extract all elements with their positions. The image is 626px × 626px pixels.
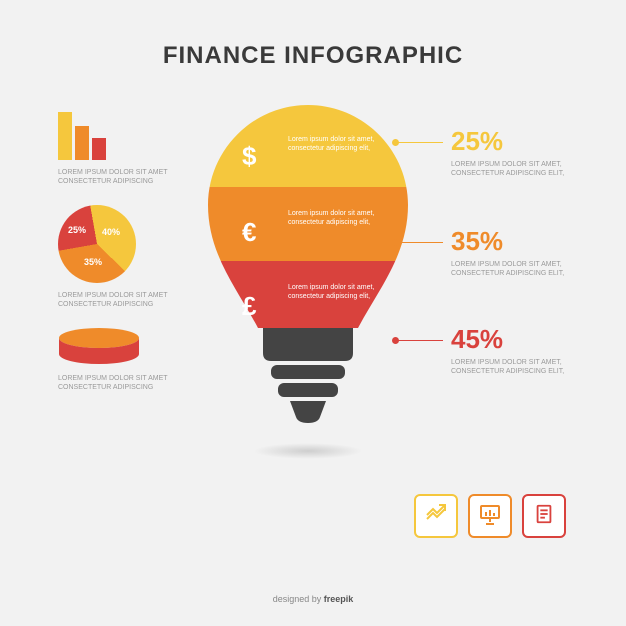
pointer-line (395, 340, 443, 341)
presentation-icon (478, 502, 502, 531)
credit-line: designed by freepik (0, 594, 626, 604)
pie-slice-label-1: 35% (84, 257, 102, 267)
pointer-percent: 25% (451, 126, 503, 157)
bulb-segment-text-0: Lorem ipsum dolor sit amet, consectetur … (288, 135, 388, 153)
presentation-icon-box (468, 494, 512, 538)
bulb-svg (208, 105, 408, 445)
page-title: FINANCE INFOGRAPHIC (0, 42, 626, 70)
pie-slice-label-2: 25% (68, 225, 86, 235)
cylinder-chart-caption: LOREM IPSUM DOLOR SIT AMET CONSECTETUR A… (58, 374, 188, 393)
pointer-desc: LOREM IPSUM DOLOR SIT AMET, CONSECTETUR … (451, 358, 571, 377)
bulb-shadow (253, 443, 363, 459)
pointer-desc: LOREM IPSUM DOLOR SIT AMET, CONSECTETUR … (451, 260, 571, 279)
bar-chart (58, 110, 188, 160)
bar-1 (75, 126, 89, 160)
cylinder-chart-block: LOREM IPSUM DOLOR SIT AMET CONSECTETUR A… (58, 328, 188, 393)
left-charts-column: LOREM IPSUM DOLOR SIT AMET CONSECTETUR A… (58, 110, 188, 411)
bulb-segment-text-1: Lorem ipsum dolor sit amet, consectetur … (288, 209, 388, 227)
document-icon-box (522, 494, 566, 538)
pie-chart: 40% 35% 25% (58, 205, 136, 283)
pointer-percent: 35% (451, 226, 503, 257)
bar-chart-block: LOREM IPSUM DOLOR SIT AMET CONSECTETUR A… (58, 110, 188, 187)
credit-prefix: designed by (273, 594, 324, 604)
pound-icon: £ (242, 291, 256, 322)
euro-icon: € (242, 217, 256, 248)
pointer-desc: LOREM IPSUM DOLOR SIT AMET, CONSECTETUR … (451, 160, 571, 179)
lightbulb-infographic: $ Lorem ipsum dolor sit amet, consectetur… (208, 105, 408, 445)
document-icon (533, 503, 555, 530)
dollar-icon: $ (242, 141, 256, 172)
pie-chart-caption: LOREM IPSUM DOLOR SIT AMET CONSECTETUR A… (58, 291, 188, 310)
pie-chart-block: 40% 35% 25% LOREM IPSUM DOLOR SIT AMET CON… (58, 205, 188, 310)
bar-0 (58, 112, 72, 160)
pointer-percent: 45% (451, 324, 503, 355)
cylinder-chart (58, 328, 140, 366)
cylinder-svg (58, 328, 140, 366)
pie-slice-label-0: 40% (102, 227, 120, 237)
pointer-line (395, 142, 443, 143)
bulb-segment-text-2: Lorem ipsum dolor sit amet, consectetur … (288, 283, 388, 301)
credit-brand: freepik (324, 594, 354, 604)
pointer-line (395, 242, 443, 243)
chart-line-icon-box (414, 494, 458, 538)
icon-row (414, 494, 566, 538)
bar-chart-caption: LOREM IPSUM DOLOR SIT AMET CONSECTETUR A… (58, 168, 188, 187)
bar-2 (92, 138, 106, 160)
chart-line-icon (424, 502, 448, 531)
